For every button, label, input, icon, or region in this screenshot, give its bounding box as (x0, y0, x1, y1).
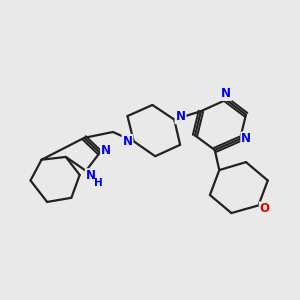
Text: N: N (176, 110, 185, 123)
Text: N: N (101, 143, 111, 157)
Text: N: N (221, 87, 231, 100)
Text: N: N (122, 135, 133, 148)
Text: N: N (86, 169, 96, 182)
Text: N: N (241, 132, 251, 146)
Text: O: O (260, 202, 270, 215)
Text: H: H (94, 178, 103, 188)
